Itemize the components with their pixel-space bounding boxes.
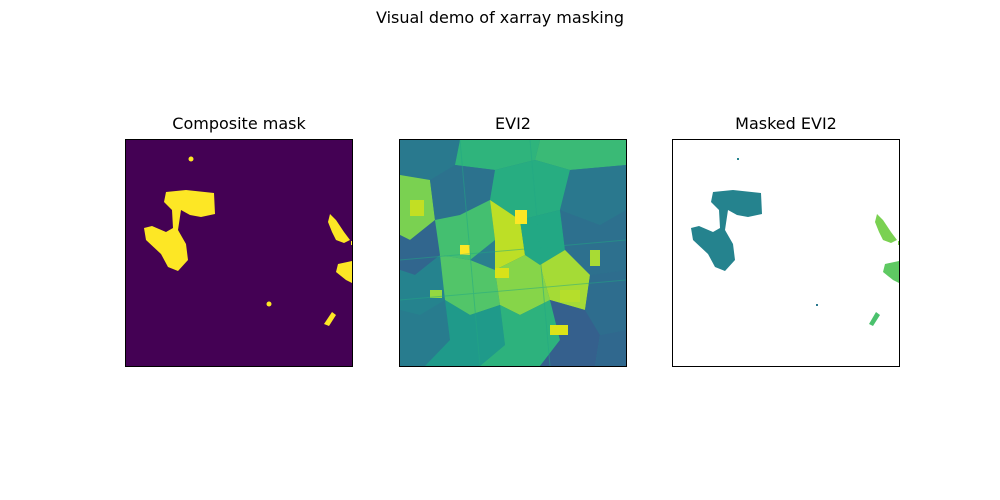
mask-blob (144, 190, 215, 271)
masked-evi2-axes (672, 139, 900, 367)
mask-blob (328, 214, 350, 243)
masked-blob (898, 241, 899, 245)
masked-evi2-title: Masked EVI2 (735, 114, 837, 133)
masked-blob (691, 190, 762, 271)
mask-blob (324, 312, 336, 326)
mask-background (126, 140, 352, 366)
evi2-highlights (410, 200, 600, 335)
masked-background (673, 140, 899, 366)
masked-blob (875, 214, 897, 243)
composite-mask-title: Composite mask (172, 114, 306, 133)
composite-mask-image (126, 140, 352, 366)
mask-blob (351, 241, 352, 245)
evi2-field-lines (400, 140, 626, 366)
evi2-title: EVI2 (495, 114, 531, 133)
figure-suptitle: Visual demo of xarray masking (375, 8, 625, 27)
evi2-axes (399, 139, 627, 367)
mask-blob (188, 156, 194, 162)
masked-blob (737, 158, 739, 160)
evi2-image (400, 140, 626, 366)
masked-blob (869, 312, 880, 326)
masked-blob (816, 304, 818, 306)
masked-evi2-image (673, 140, 899, 366)
composite-mask-axes (125, 139, 353, 367)
masked-blob (883, 261, 899, 283)
mask-blob (336, 261, 352, 283)
mask-blob (266, 301, 272, 307)
